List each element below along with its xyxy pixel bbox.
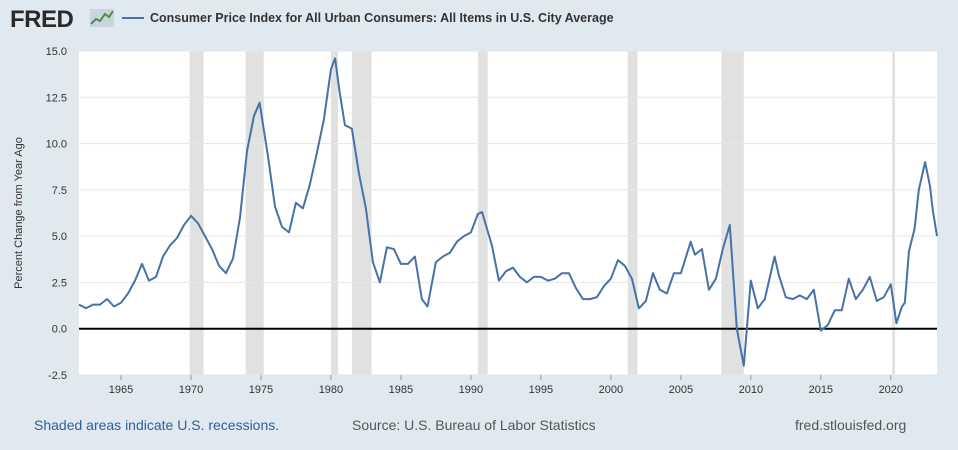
y-axis-label: Percent Change from Year Ago bbox=[13, 137, 25, 289]
y-tick-label: -2.5 bbox=[48, 370, 67, 382]
y-tick-label: 0.0 bbox=[52, 324, 67, 336]
x-tick-label: 2015 bbox=[809, 384, 833, 396]
x-tick-label: 1965 bbox=[109, 384, 133, 396]
legend-line-swatch bbox=[122, 17, 144, 19]
recession-note-link[interactable]: Shaded areas indicate U.S. recessions. bbox=[34, 417, 280, 433]
line-chart-icon bbox=[90, 9, 114, 27]
y-tick-label: 10.0 bbox=[46, 139, 67, 151]
fred-logo[interactable]: FRED bbox=[10, 6, 74, 33]
y-tick-label: 5.0 bbox=[52, 231, 67, 243]
recession-band bbox=[892, 51, 896, 375]
recession-band bbox=[330, 51, 338, 375]
recession-band bbox=[189, 51, 204, 375]
plot-area bbox=[79, 51, 937, 375]
chart-legend[interactable]: Consumer Price Index for All Urban Consu… bbox=[122, 11, 614, 25]
x-tick-label: 2000 bbox=[599, 384, 623, 396]
x-tick-label: 1980 bbox=[319, 384, 343, 396]
x-tick-label: 1990 bbox=[459, 384, 483, 396]
recession-band bbox=[721, 51, 744, 375]
x-tick-label: 2010 bbox=[739, 384, 763, 396]
site-link[interactable]: fred.stlouisfed.org bbox=[795, 417, 907, 433]
x-tick-label: 1975 bbox=[249, 384, 273, 396]
recession-band bbox=[351, 51, 372, 375]
y-tick-label: 7.5 bbox=[52, 185, 67, 197]
legend-series-label: Consumer Price Index for All Urban Consu… bbox=[150, 11, 614, 25]
x-tick-label: 2005 bbox=[669, 384, 693, 396]
recession-band bbox=[245, 51, 264, 375]
cpi-series-line bbox=[78, 57, 938, 367]
x-tick-label: 2020 bbox=[879, 384, 903, 396]
y-tick-label: 2.5 bbox=[52, 277, 67, 289]
y-tick-label: 12.5 bbox=[46, 92, 67, 104]
x-tick-label: 1985 bbox=[389, 384, 413, 396]
x-tick-label: 1995 bbox=[529, 384, 553, 396]
recession-band bbox=[627, 51, 638, 375]
y-tick-label: 15.0 bbox=[46, 46, 67, 58]
x-tick-label: 1970 bbox=[179, 384, 203, 396]
source-note: Source: U.S. Bureau of Labor Statistics bbox=[352, 417, 596, 433]
